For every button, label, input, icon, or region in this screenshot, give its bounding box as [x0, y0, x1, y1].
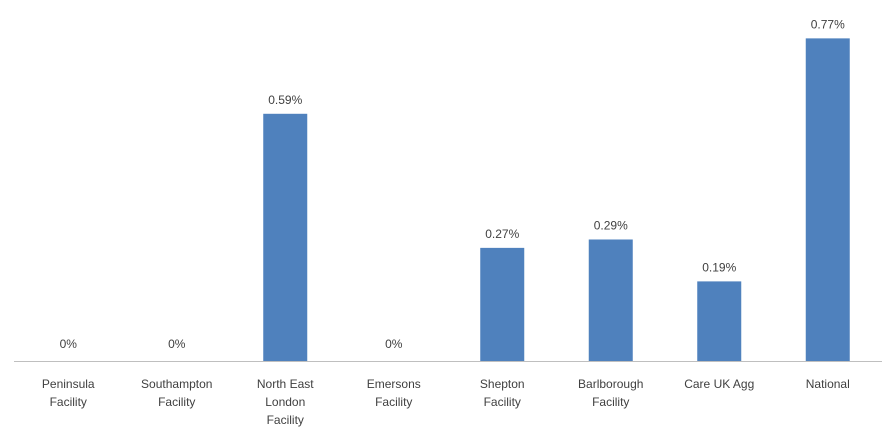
category-label-line: Facility	[267, 413, 304, 427]
category-label-line: Emersons	[367, 377, 421, 391]
category-label-line: Barlborough	[578, 377, 643, 391]
category-label-0: Peninsula Facility	[42, 377, 95, 409]
category-label-5: Barlborough Facility	[578, 377, 643, 409]
category-label-line: Facility	[484, 395, 521, 409]
bar-4	[480, 247, 525, 361]
category-label-line: North East	[257, 377, 314, 391]
category-label-line: Facility	[50, 395, 87, 409]
category-label-6: Care UK Agg	[684, 377, 754, 391]
data-label-6: 0.19%	[702, 260, 736, 274]
data-label-0: 0%	[60, 337, 78, 351]
data-label-2: 0.59%	[268, 93, 302, 107]
bar-6	[697, 281, 742, 361]
category-label-line: National	[806, 377, 850, 391]
data-label-7: 0.77%	[811, 17, 845, 31]
data-label-5: 0.29%	[594, 218, 628, 232]
data-label-4: 0.27%	[485, 227, 519, 241]
category-label-4: Shepton Facility	[480, 377, 525, 409]
data-label-3: 0%	[385, 337, 403, 351]
data-label-1: 0%	[168, 337, 186, 351]
data-labels-group: 0% 0% 0.59% 0% 0.27% 0.29% 0.19% 0.77%	[60, 17, 846, 351]
category-label-7: National	[806, 377, 850, 391]
category-label-line: Peninsula	[42, 377, 95, 391]
bar-5	[588, 239, 633, 361]
category-label-line: Facility	[158, 395, 195, 409]
category-label-line: Facility	[592, 395, 629, 409]
category-label-3: Emersons Facility	[367, 377, 421, 409]
category-label-2: North East London Facility	[257, 377, 314, 427]
category-label-1: Southampton Facility	[141, 377, 212, 409]
bar-7	[805, 38, 850, 362]
category-label-line: Shepton	[480, 377, 525, 391]
category-label-line: Southampton	[141, 377, 212, 391]
category-label-line: London	[265, 395, 305, 409]
category-label-line: Care UK Agg	[684, 377, 754, 391]
bars-group	[263, 38, 850, 362]
bar-2	[263, 113, 308, 361]
category-label-line: Facility	[375, 395, 412, 409]
